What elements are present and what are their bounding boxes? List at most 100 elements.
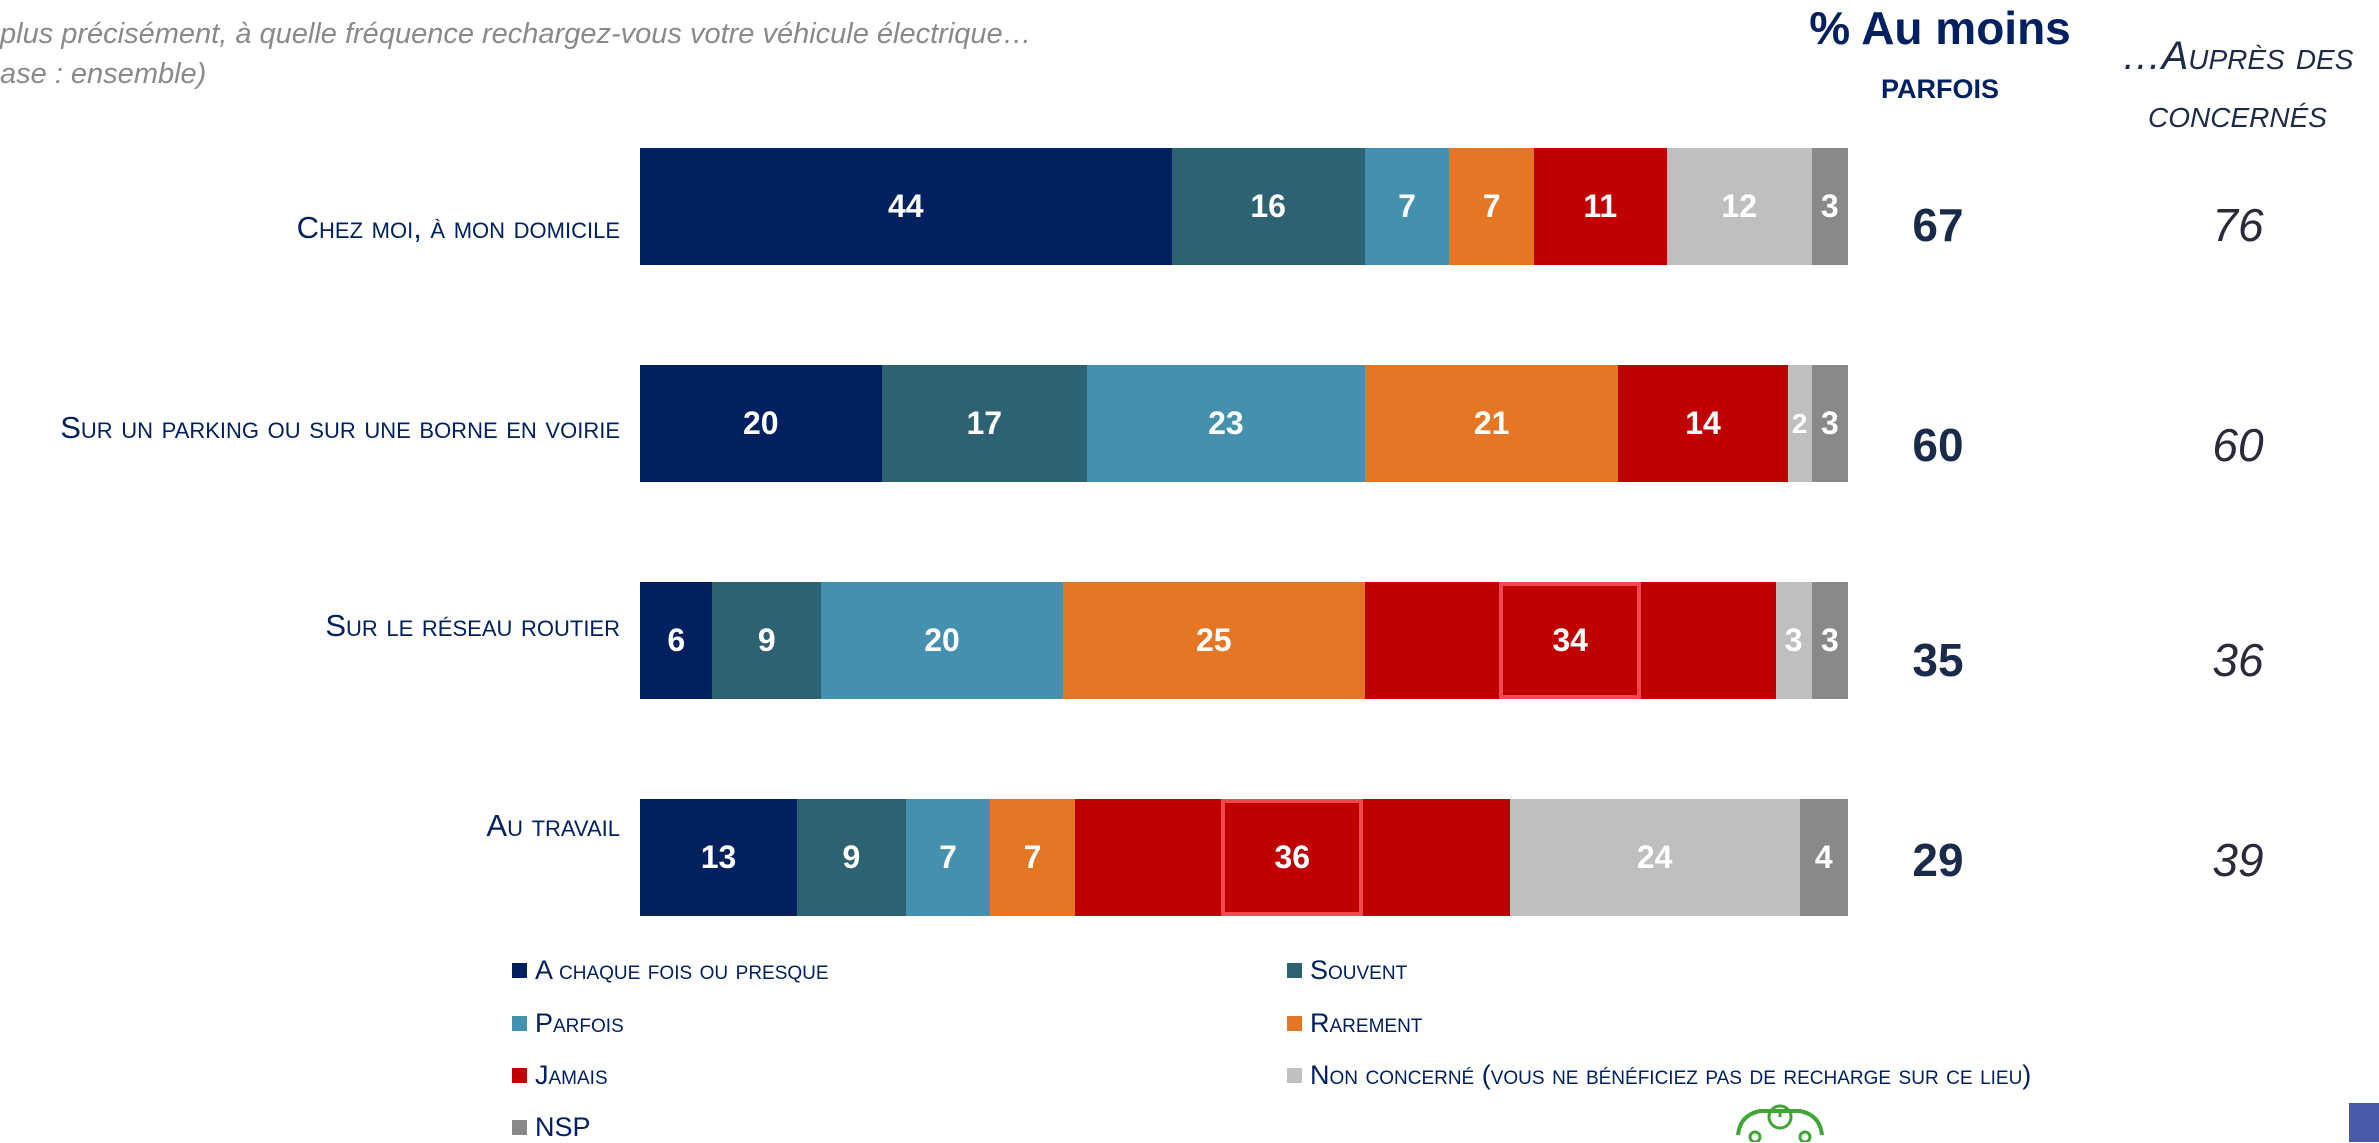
legend-item: NSP: [512, 1112, 591, 1143]
pct-au-moins-parfois-value: 67: [1912, 199, 1964, 251]
bar-value-label: 7: [1398, 188, 1416, 224]
bar-value-label: 13: [700, 839, 737, 875]
bar-value-label: 3: [1820, 622, 1839, 658]
legend-label: NSP: [535, 1112, 591, 1142]
bar-segment: 9: [797, 799, 906, 916]
legend-swatch: [512, 963, 527, 978]
bar-segment: 20: [640, 365, 882, 482]
bar-value-label: 4: [1814, 839, 1833, 875]
legend-label: Rarement: [1310, 1008, 1423, 1038]
bar-segment: 3: [1811, 148, 1848, 265]
stacked-bar: 13 9 7 7 36 24 4: [640, 799, 1848, 916]
bar-segment: 21: [1364, 365, 1619, 482]
bar-value-label: 20: [743, 405, 779, 441]
legend-item: Non concerné (vous ne bénéficiez pas de …: [1287, 1060, 2031, 1091]
bar-value-label: 23: [1208, 405, 1244, 441]
legend-swatch: [1287, 1016, 1302, 1031]
pct-au-moins-parfois-header: % Au moins parfois: [1790, 0, 2090, 115]
aupres-concernes-value: 36: [2212, 634, 2264, 686]
pct-header-line1: % Au moins: [1809, 2, 2071, 54]
bar-value-label: 7: [1023, 839, 1042, 875]
bar-segment: 4: [1799, 799, 1848, 916]
stacked-bar: 6 9 20 25 34 3 3: [640, 582, 1848, 699]
legend-label: Jamais: [535, 1060, 608, 1090]
bar-segment: 16: [1171, 148, 1365, 265]
bar-value-label: 24: [1636, 839, 1673, 875]
bar-value-label: 17: [966, 405, 1003, 441]
category-label: Sur le réseau routier: [325, 608, 620, 643]
legend-label: Souvent: [1310, 955, 1408, 985]
bar-segment: 12: [1666, 148, 1812, 265]
bar-value-label: 34: [1552, 622, 1588, 658]
legend-swatch: [1287, 1068, 1302, 1083]
bar-value-label: 3: [1784, 622, 1803, 658]
bar-value-label: 3: [1820, 188, 1839, 224]
pct-au-moins-parfois-value: 60: [1912, 419, 1964, 471]
bar-segment: 2: [1787, 365, 1812, 482]
base-line: ase : ensemble): [0, 58, 207, 90]
legend-item: Parfois: [512, 1008, 624, 1039]
bar-segment: 24: [1509, 799, 1800, 916]
bar-segment: 7: [1449, 148, 1534, 265]
conc-header-line2: concernés: [2148, 92, 2327, 136]
bar-segment: 3: [1775, 582, 1812, 699]
legend-label: Parfois: [535, 1008, 624, 1038]
bar-segment: 20: [821, 582, 1063, 699]
bar-segment: 7: [990, 799, 1075, 916]
bar-value-label: 44: [887, 188, 924, 224]
pct-au-moins-parfois-value: 35: [1912, 634, 1964, 686]
bar-segment: 11: [1533, 148, 1667, 265]
bar-value-label: 7: [939, 839, 957, 875]
bar-value-label: 7: [1482, 188, 1501, 224]
electric-car-logo-icon: [1736, 1104, 1824, 1142]
pct-header-line2: parfois: [1880, 65, 1999, 107]
bar-segment: 44: [640, 148, 1172, 265]
bar-segment: 17: [881, 365, 1087, 482]
corner-decoration: [2349, 1103, 2379, 1142]
legend-item: Jamais: [512, 1060, 608, 1091]
pct-au-moins-parfois-value: 29: [1912, 834, 1964, 886]
bar-value-label: 16: [1250, 188, 1286, 224]
bar-segment: 25: [1062, 582, 1365, 699]
legend-item: Souvent: [1287, 955, 1407, 986]
bar-value-label: 9: [842, 839, 861, 875]
bar-segment: 7: [1364, 148, 1450, 265]
bar-value-label: 11: [1583, 188, 1618, 224]
bar-segment: 9: [712, 582, 822, 699]
legend-label: A chaque fois ou presque: [535, 955, 829, 985]
bar-value-label: 3: [1820, 405, 1839, 441]
bar-segment: 36: [1074, 799, 1510, 916]
legend-label: Non concerné (vous ne bénéficiez pas de …: [1310, 1060, 2032, 1090]
bar-value-label: 12: [1721, 188, 1758, 224]
bar-segment: 23: [1086, 365, 1365, 482]
aupres-concernes-value: 60: [2212, 419, 2264, 471]
bar-value-label: 9: [757, 622, 776, 658]
legend-swatch: [512, 1068, 527, 1083]
aupres-concernes-value: 39: [2212, 834, 2264, 886]
question-text: plus précisément, à quelle fréquence rec…: [0, 14, 1100, 94]
stacked-bar: 20 17 23 21 14 2 3: [640, 365, 1848, 482]
bar-segment: 3: [1811, 365, 1848, 482]
legend-item: A chaque fois ou presque: [512, 955, 829, 986]
stacked-bar: 44 16 7 7 11 12 3: [640, 148, 1848, 265]
bar-segment: 13: [640, 799, 798, 916]
aupres-concernes-value: 76: [2212, 199, 2264, 251]
bar-value-label: 36: [1274, 839, 1311, 875]
bar-segment: 3: [1811, 582, 1848, 699]
bar-value-label: 25: [1195, 622, 1232, 658]
bar-segment: 14: [1618, 365, 1788, 482]
legend-swatch: [512, 1016, 527, 1031]
category-label: Chez moi, à mon domicile: [296, 210, 620, 245]
bar-segment: 6: [640, 582, 713, 699]
category-label: Sur un parking ou sur une borne en voiri…: [60, 410, 620, 445]
legend-item: Rarement: [1287, 1008, 1422, 1039]
bar-value-label: 14: [1685, 405, 1721, 441]
bar-value-label: 2: [1791, 407, 1808, 439]
bar-value-label: 21: [1473, 405, 1510, 441]
aupres-concernes-header: …Auprès des concernés: [2090, 27, 2379, 143]
bar-value-label: 6: [667, 622, 686, 658]
category-label: Au travail: [486, 808, 620, 843]
bar-segment: 7: [905, 799, 991, 916]
bar-segment: 34: [1364, 582, 1776, 699]
conc-header-line1: …Auprès des: [2121, 34, 2354, 78]
